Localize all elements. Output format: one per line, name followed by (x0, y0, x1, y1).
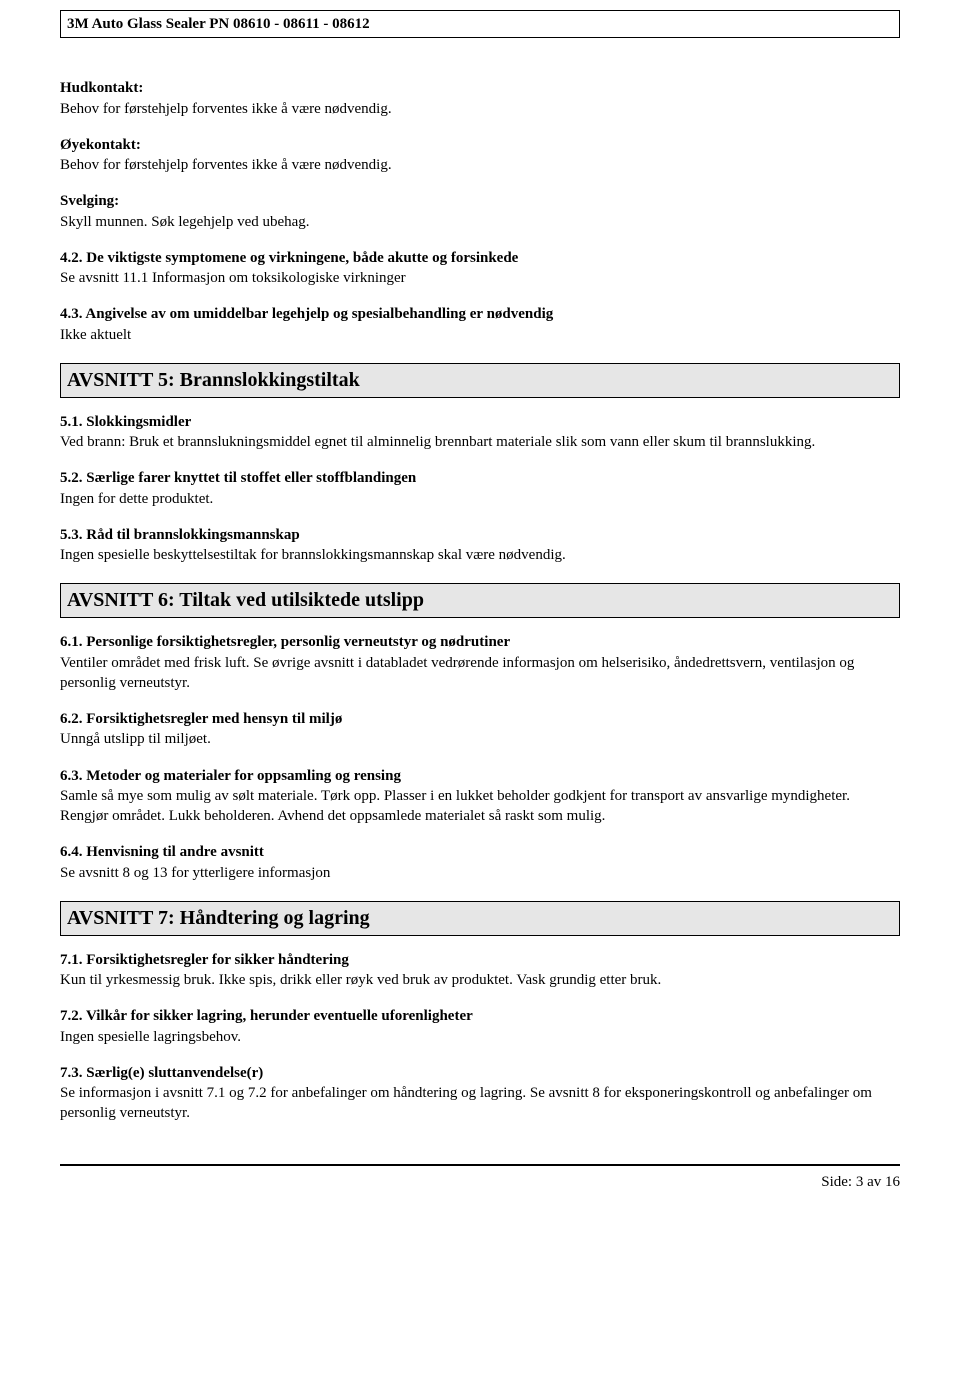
section-4-2-text: Se avsnitt 11.1 Informasjon om toksikolo… (60, 268, 900, 288)
svelging-text: Skyll munnen. Søk legehjelp ved ubehag. (60, 212, 900, 232)
section-6-3-text: Samle så mye som mulig av sølt materiale… (60, 786, 900, 827)
section-7-title-box: AVSNITT 7: Håndtering og lagring (60, 901, 900, 936)
section-5-2-heading: 5.2. Særlige farer knyttet til stoffet e… (60, 468, 900, 488)
section-6-title-box: AVSNITT 6: Tiltak ved utilsiktede utslip… (60, 583, 900, 618)
oyekontakt-text: Behov for førstehjelp forventes ikke å v… (60, 155, 900, 175)
section-6-title: AVSNITT 6: Tiltak ved utilsiktede utslip… (67, 589, 424, 611)
section-6-2-text: Unngå utslipp til miljøet. (60, 729, 900, 749)
page-divider (60, 1164, 900, 1166)
section-6-3-heading: 6.3. Metoder og materialer for oppsamlin… (60, 766, 900, 786)
section-6-1-block: 6.1. Personlige forsiktighetsregler, per… (60, 632, 900, 693)
section-6-3-block: 6.3. Metoder og materialer for oppsamlin… (60, 766, 900, 827)
section-6-4-heading: 6.4. Henvisning til andre avsnitt (60, 842, 900, 862)
section-7-1-heading: 7.1. Forsiktighetsregler for sikker hånd… (60, 950, 900, 970)
section-6-4-text: Se avsnitt 8 og 13 for ytterligere infor… (60, 863, 900, 883)
section-5-1-text: Ved brann: Bruk et brannslukningsmiddel … (60, 432, 900, 452)
section-7-1-text: Kun til yrkesmessig bruk. Ikke spis, dri… (60, 970, 900, 990)
section-5-2-block: 5.2. Særlige farer knyttet til stoffet e… (60, 468, 900, 509)
section-5-1-heading: 5.1. Slokkingsmidler (60, 412, 900, 432)
section-6-1-heading: 6.1. Personlige forsiktighetsregler, per… (60, 632, 900, 652)
oyekontakt-heading: Øyekontakt: (60, 135, 900, 155)
section-7-2-text: Ingen spesielle lagringsbehov. (60, 1027, 900, 1047)
document-title: 3M Auto Glass Sealer PN 08610 - 08611 - … (67, 16, 370, 32)
oyekontakt-block: Øyekontakt: Behov for førstehjelp forven… (60, 135, 900, 176)
section-4-3-text: Ikke aktuelt (60, 325, 900, 345)
section-7-2-heading: 7.2. Vilkår for sikker lagring, herunder… (60, 1006, 900, 1026)
section-4-3-heading: 4.3. Angivelse av om umiddelbar legehjel… (60, 304, 900, 324)
page-footer: Side: 3 av 16 (60, 1172, 900, 1192)
section-5-title-box: AVSNITT 5: Brannslokkingstiltak (60, 363, 900, 398)
section-6-2-heading: 6.2. Forsiktighetsregler med hensyn til … (60, 709, 900, 729)
section-6-4-block: 6.4. Henvisning til andre avsnitt Se avs… (60, 842, 900, 883)
section-7-3-text: Se informasjon i avsnitt 7.1 og 7.2 for … (60, 1083, 900, 1124)
hudkontakt-block: Hudkontakt: Behov for førstehjelp forven… (60, 78, 900, 119)
section-5-3-text: Ingen spesielle beskyttelsestiltak for b… (60, 545, 900, 565)
document-header-box: 3M Auto Glass Sealer PN 08610 - 08611 - … (60, 10, 900, 38)
svelging-block: Svelging: Skyll munnen. Søk legehjelp ve… (60, 191, 900, 232)
section-5-1-block: 5.1. Slokkingsmidler Ved brann: Bruk et … (60, 412, 900, 453)
svelging-heading: Svelging: (60, 191, 900, 211)
section-7-3-block: 7.3. Særlig(e) sluttanvendelse(r) Se inf… (60, 1063, 900, 1124)
hudkontakt-text: Behov for førstehjelp forventes ikke å v… (60, 99, 900, 119)
section-7-3-heading: 7.3. Særlig(e) sluttanvendelse(r) (60, 1063, 900, 1083)
section-7-title: AVSNITT 7: Håndtering og lagring (67, 907, 370, 929)
section-4-3-block: 4.3. Angivelse av om umiddelbar legehjel… (60, 304, 900, 345)
section-5-3-heading: 5.3. Råd til brannslokkingsmannskap (60, 525, 900, 545)
section-7-1-block: 7.1. Forsiktighetsregler for sikker hånd… (60, 950, 900, 991)
page-number: Side: 3 av 16 (821, 1174, 900, 1190)
section-5-3-block: 5.3. Råd til brannslokkingsmannskap Inge… (60, 525, 900, 566)
section-4-2-block: 4.2. De viktigste symptomene og virkning… (60, 248, 900, 289)
section-6-1-text: Ventiler området med frisk luft. Se øvri… (60, 653, 900, 694)
section-4-2-heading: 4.2. De viktigste symptomene og virkning… (60, 248, 900, 268)
section-5-2-text: Ingen for dette produktet. (60, 489, 900, 509)
hudkontakt-heading: Hudkontakt: (60, 78, 900, 98)
section-6-2-block: 6.2. Forsiktighetsregler med hensyn til … (60, 709, 900, 750)
section-7-2-block: 7.2. Vilkår for sikker lagring, herunder… (60, 1006, 900, 1047)
section-5-title: AVSNITT 5: Brannslokkingstiltak (67, 369, 360, 391)
